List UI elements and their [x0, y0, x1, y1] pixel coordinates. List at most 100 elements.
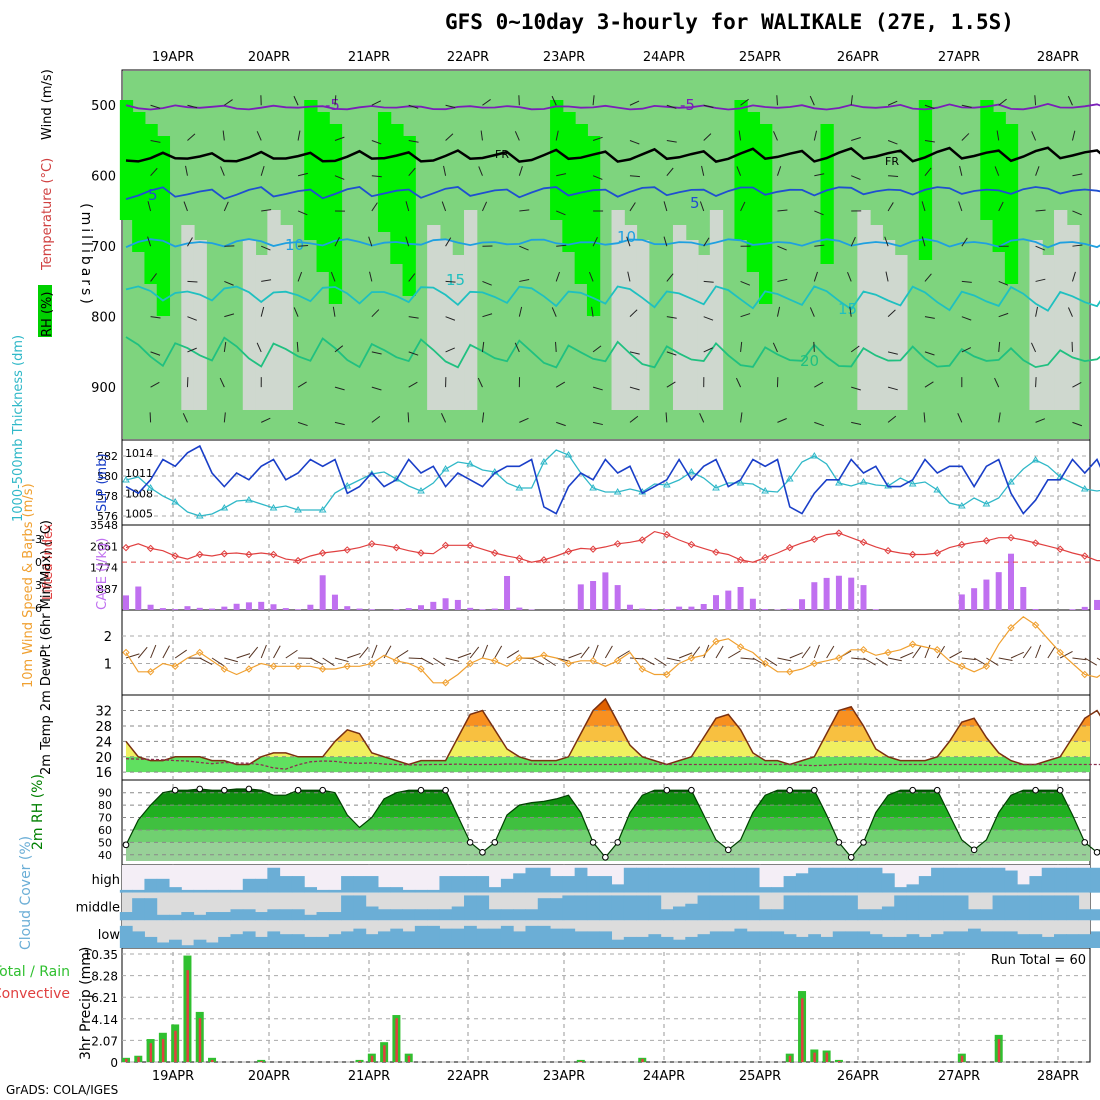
cloud-cell — [894, 887, 908, 893]
surface-wind-barb — [199, 657, 213, 665]
precip-convective-bar — [149, 1043, 153, 1062]
cloud-cell — [119, 889, 133, 893]
rh-marker — [1081, 839, 1089, 846]
cloud-cell — [144, 878, 158, 893]
cloud-cell — [242, 909, 256, 921]
thickness-marker — [810, 452, 819, 459]
contour-label: -5 — [325, 96, 340, 114]
wind-barb — [405, 236, 410, 247]
thickness-marker — [761, 487, 770, 494]
cloud-cell — [955, 867, 969, 893]
wind-barb — [147, 236, 152, 247]
wind-barb — [150, 351, 161, 356]
temp-tick: 24 — [95, 735, 112, 750]
cloud-cell — [341, 895, 354, 921]
cloud-cell — [672, 939, 686, 948]
wind-barb — [297, 271, 303, 282]
cloud-cell — [1017, 895, 1030, 921]
wind-barb — [924, 351, 935, 356]
surface-wind-barb — [531, 657, 545, 666]
cloud-cell — [513, 873, 526, 893]
wind-barb — [777, 278, 788, 282]
cape-bar — [639, 608, 646, 610]
cloud-cell — [894, 895, 908, 921]
date-label-bottom: 19APR — [152, 1069, 194, 1084]
cape-bar — [245, 602, 252, 610]
wind-barb — [740, 98, 749, 106]
wind-barb — [666, 104, 677, 109]
cloud-cell — [267, 931, 281, 948]
wind-barb — [1035, 306, 1039, 317]
cloud-cell — [832, 867, 846, 893]
cape-bar — [700, 604, 707, 610]
wind-barb — [998, 201, 1004, 212]
rh-high-cell — [820, 124, 834, 264]
wind-barb — [1071, 130, 1076, 141]
wind-barb — [224, 99, 233, 106]
rh-low-cell — [193, 240, 207, 410]
rh-marker — [589, 839, 597, 846]
rh-line — [125, 788, 1100, 859]
contour-label: 20 — [800, 352, 819, 370]
thickness-tick: 582 — [97, 450, 118, 463]
cloud-cell — [795, 873, 809, 893]
rh-high-cell — [759, 124, 773, 304]
cloud-cell — [365, 906, 379, 921]
surface-wind-barb — [445, 657, 460, 662]
cape-tick: 1774 — [90, 562, 118, 575]
wind-barb — [924, 316, 935, 319]
wind-barb — [1071, 271, 1076, 282]
lifted-index-marker — [958, 540, 966, 549]
cloud-cell — [931, 895, 944, 921]
surface-wind-barb — [580, 646, 590, 659]
wind-barb — [814, 244, 825, 247]
date-label-bottom: 27APR — [938, 1069, 980, 1084]
cape-bar — [590, 581, 597, 610]
lifted-index-marker — [417, 549, 425, 557]
cloud-cell — [304, 936, 318, 948]
cloud-cell — [722, 895, 735, 921]
thickness-marker — [957, 502, 966, 509]
cape-bar — [688, 606, 695, 610]
wind-barb — [1072, 210, 1082, 216]
cloud-cell — [660, 909, 674, 921]
surface-wind-barb — [322, 657, 335, 667]
wind-speed-marker — [146, 668, 155, 676]
date-label-bottom: 20APR — [248, 1069, 290, 1084]
wind-barb — [408, 381, 418, 388]
cloud-cell — [611, 895, 625, 921]
wind-barb — [592, 175, 603, 180]
cloud-cell — [1090, 867, 1100, 893]
cloud-cell — [1017, 884, 1030, 893]
cloud-cell — [857, 909, 871, 921]
cloud-cell — [476, 928, 490, 948]
cloud-cell — [377, 909, 391, 921]
rh-marker — [417, 786, 425, 794]
cloud-cell — [759, 909, 772, 921]
wind-barb — [777, 209, 788, 212]
isotherm-5 — [125, 186, 1100, 200]
wind-barb — [185, 165, 188, 176]
cloud-cell — [230, 889, 244, 893]
wind-speed-marker — [540, 651, 548, 659]
thickness-marker — [908, 480, 917, 487]
cape-bar — [467, 607, 474, 610]
wind-barb — [626, 236, 631, 247]
cloud-cell — [439, 909, 453, 921]
surface-wind-barb — [150, 644, 157, 659]
wind-barb — [482, 99, 491, 106]
wind-barb — [408, 316, 419, 319]
lifted-index-marker — [736, 556, 745, 564]
cloud-cell — [783, 876, 797, 893]
thickness-marker — [441, 465, 450, 472]
cloud-cell — [353, 928, 367, 948]
cloud-cell — [304, 887, 318, 893]
cloud-cell — [832, 931, 846, 948]
surface-wind-barb — [740, 657, 755, 660]
rh-low-cell — [623, 225, 638, 410]
cloud-cell — [451, 906, 465, 921]
cloud-cell — [230, 934, 244, 948]
thickness-marker — [1080, 485, 1089, 492]
wind-barb — [223, 341, 227, 352]
